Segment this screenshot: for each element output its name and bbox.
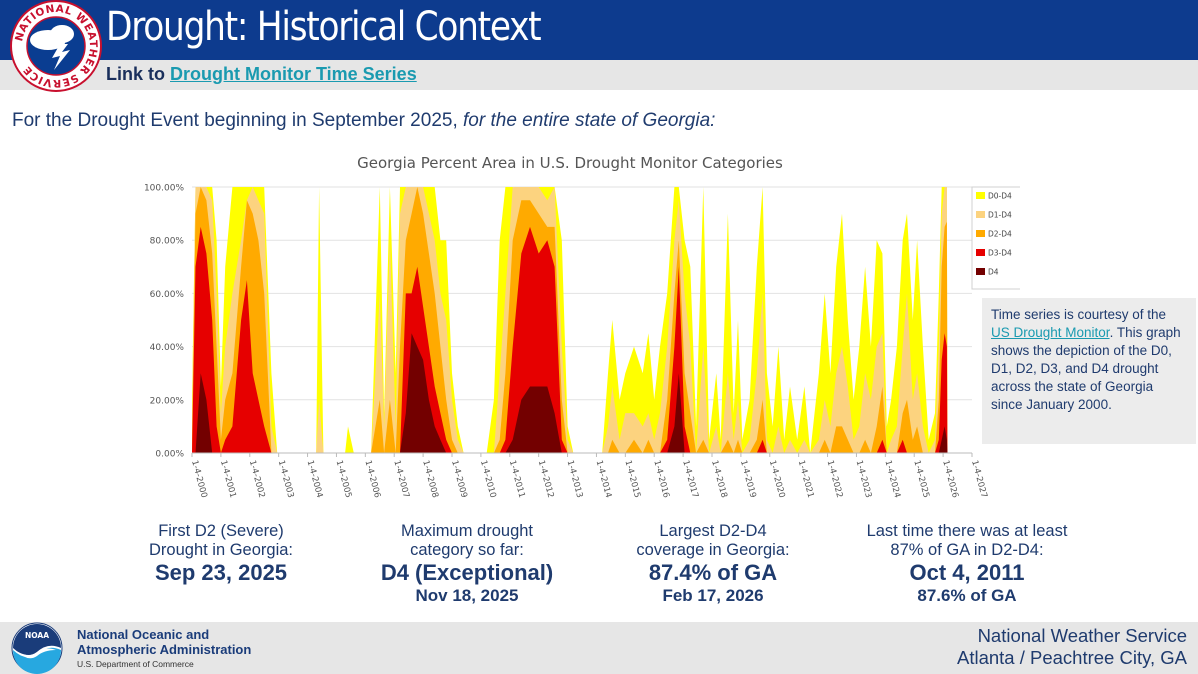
chart-title: Georgia Percent Area in U.S. Drought Mon…: [357, 154, 783, 172]
x-tick-label: 1-4-2015: [622, 459, 642, 499]
noaa-name-line2: Atmospheric Administration: [77, 642, 252, 657]
x-tick-label: 1-4-2018: [709, 459, 729, 499]
x-tick-label: 1-4-2009: [449, 459, 469, 499]
noaa-logo-icon: NOAA: [11, 622, 63, 674]
x-tick-label: 1-4-2020: [767, 459, 787, 499]
link-bar: [0, 60, 1198, 90]
x-tick-label: 1-4-2025: [911, 459, 931, 499]
x-tick-label: 1-4-2005: [334, 459, 354, 499]
drought-monitor-link[interactable]: Drought Monitor Time Series: [170, 64, 417, 84]
stat-label-2: 87% of GA in D2-D4:: [890, 541, 1044, 559]
x-tick-label: 1-4-2004: [305, 459, 325, 499]
stat-value: Sep 23, 2025: [154, 560, 288, 585]
stat-largest-coverage: Largest D2-D4 coverage in Georgia: 87.4%…: [613, 522, 813, 606]
stat-detail: Nov 18, 2025: [415, 586, 519, 605]
legend-label: D0-D4: [988, 192, 1012, 201]
stat-label-1: Maximum drought: [400, 522, 534, 540]
nws-office: National Weather Service Atlanta / Peach…: [957, 625, 1187, 669]
y-tick-label: 0.00%: [155, 450, 184, 460]
noaa-name: National Oceanic and Atmospheric Adminis…: [77, 627, 251, 657]
us-drought-monitor-link[interactable]: US Drought Monitor: [991, 325, 1110, 340]
y-tick-label: 20.00%: [150, 396, 185, 406]
x-tick-label: 1-4-2001: [218, 459, 238, 499]
nws-office-line2: Atlanta / Peachtree City, GA: [957, 647, 1187, 668]
stat-label-2: Drought in Georgia:: [149, 541, 293, 559]
legend-swatch: [976, 211, 985, 218]
stat-label-1: First D2 (Severe): [158, 522, 284, 540]
stat-last-87-percent: Last time there was at least 87% of GA i…: [847, 522, 1087, 606]
x-tick-label: 1-4-2007: [391, 459, 411, 499]
legend-swatch: [976, 249, 985, 256]
x-tick-label: 1-4-2014: [594, 459, 614, 499]
subtitle-emphasis: for the entire state of Georgia:: [463, 110, 716, 131]
stat-max-category: Maximum drought category so far: D4 (Exc…: [357, 522, 577, 606]
header-bar: [0, 0, 1198, 60]
legend-swatch: [976, 268, 985, 275]
stat-label-2: coverage in Georgia:: [636, 541, 790, 559]
x-tick-label: 1-4-2010: [478, 459, 498, 499]
legend-swatch: [976, 192, 985, 199]
footer-bar: [0, 622, 1198, 674]
info-text-1: Time series is courtesy of the: [991, 307, 1167, 322]
info-text-2: . This graph shows the depiction of the …: [991, 325, 1181, 412]
noaa-logo-text: NOAA: [25, 631, 49, 640]
time-series-link-line: Link to Drought Monitor Time Series: [106, 64, 417, 85]
nws-office-line1: National Weather Service: [977, 625, 1187, 646]
stat-value: 87.4% of GA: [648, 560, 778, 585]
y-tick-label: 40.00%: [150, 343, 185, 353]
stat-detail: 87.6% of GA: [917, 586, 1017, 605]
x-tick-label: 1-4-2024: [882, 459, 902, 499]
nws-logo-icon: NATIONAL WEATHER SERVICE: [10, 0, 102, 92]
x-tick-label: 1-4-2023: [854, 459, 874, 499]
event-subtitle: For the Drought Event beginning in Septe…: [12, 110, 715, 132]
info-box: Time series is courtesy of the US Drough…: [982, 298, 1196, 444]
x-tick-label: 1-4-2019: [738, 459, 758, 499]
stat-value: Oct 4, 2011: [909, 560, 1025, 585]
x-tick-label: 1-4-2012: [536, 459, 556, 499]
legend-swatch: [976, 230, 985, 237]
drought-area-chart: 0.00% 20.00% 40.00% 60.00% 80.00% 100.00% 1-4-…: [144, 184, 1020, 499]
stat-first-d2: First D2 (Severe) Drought in Georgia: Se…: [121, 522, 321, 586]
y-tick-label: 60.00%: [150, 290, 185, 300]
area-series-d1-d4: [192, 187, 948, 453]
x-tick-label: 1-4-2000: [189, 459, 209, 499]
x-tick-label: 1-4-2026: [940, 459, 960, 499]
noaa-department: U.S. Department of Commerce: [77, 659, 194, 669]
x-tick-label: 1-4-2006: [362, 459, 382, 499]
page-title: Drought: Historical Context: [106, 4, 542, 50]
link-prefix: Link to: [106, 64, 165, 84]
legend-label: D1-D4: [988, 211, 1012, 220]
x-tick-label: 1-4-2013: [565, 459, 585, 499]
x-tick-label: 1-4-2008: [420, 459, 440, 499]
subtitle-text: For the Drought Event beginning in Septe…: [12, 110, 458, 131]
legend-label: D3-D4: [988, 249, 1012, 258]
legend-label: D2-D4: [988, 230, 1012, 239]
y-tick-label: 100.00%: [144, 184, 184, 194]
stat-detail: Feb 17, 2026: [662, 586, 764, 605]
x-tick-label: 1-4-2003: [276, 459, 296, 499]
x-tick-label: 1-4-2002: [247, 459, 267, 499]
stat-value: D4 (Exceptional): [380, 560, 554, 585]
stat-label-1: Largest D2-D4: [659, 522, 767, 540]
x-tick-label: 1-4-2017: [680, 459, 700, 499]
x-tick-label: 1-4-2021: [796, 459, 816, 499]
x-tick-label: 1-4-2027: [969, 459, 989, 499]
x-tick-label: 1-4-2011: [507, 459, 527, 499]
legend-label: D4: [988, 268, 999, 277]
area-series-d2-d4: [192, 187, 948, 453]
y-tick-label: 80.00%: [150, 237, 185, 247]
x-tick-label: 1-4-2016: [651, 459, 671, 499]
x-tick-label: 1-4-2022: [825, 459, 845, 499]
stat-label-2: category so far:: [410, 541, 524, 559]
stat-label-1: Last time there was at least: [866, 522, 1068, 540]
noaa-name-line1: National Oceanic and: [77, 627, 210, 642]
